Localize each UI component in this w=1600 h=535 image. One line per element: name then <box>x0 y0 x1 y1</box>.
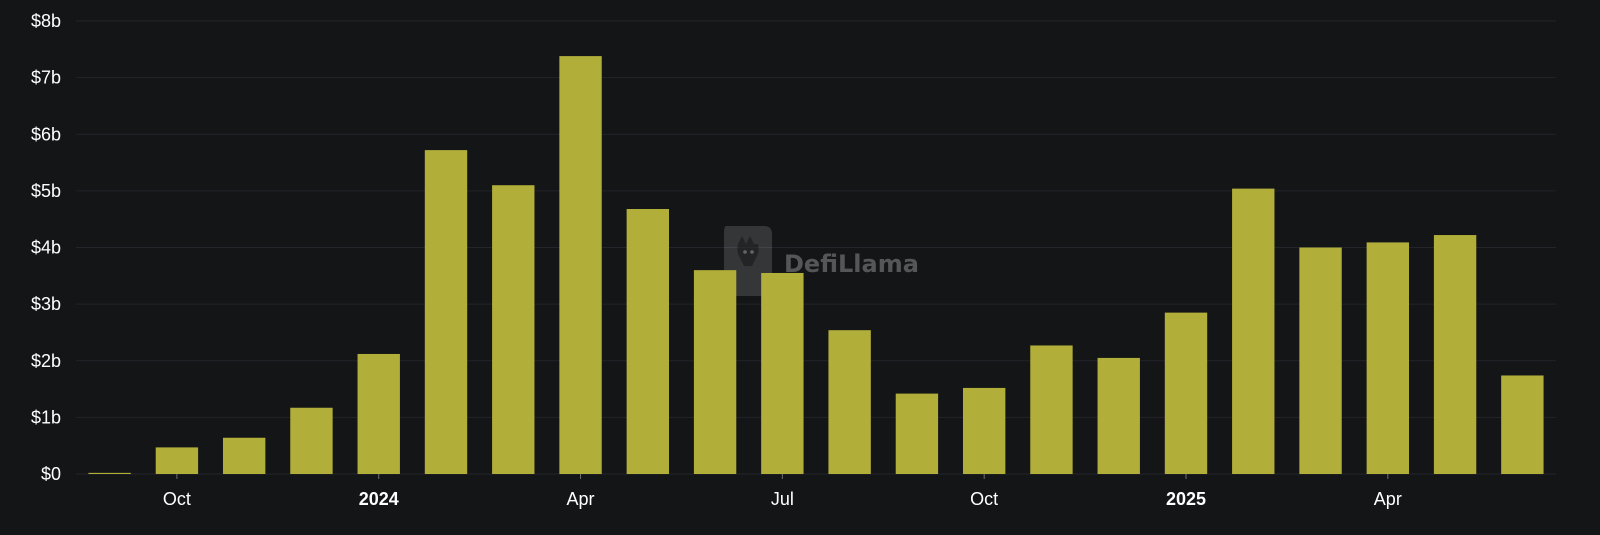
y-tick-label: $3b <box>31 294 61 314</box>
bar-2025-01[interactable] <box>1164 312 1208 474</box>
y-tick-label: $5b <box>31 181 61 201</box>
x-tick-label: Apr <box>567 489 595 509</box>
bar-2024-02[interactable] <box>424 150 468 475</box>
bar-2025-05[interactable] <box>1433 235 1477 474</box>
bar-2024-06[interactable] <box>693 270 737 474</box>
x-tick-label: Oct <box>163 489 191 509</box>
bar-2025-06[interactable] <box>1501 375 1544 474</box>
bar-2023-11[interactable] <box>222 437 266 474</box>
y-tick-label: $4b <box>31 238 61 258</box>
bar-2023-09[interactable] <box>88 472 131 474</box>
bars <box>88 56 1544 475</box>
bar-2023-10[interactable] <box>155 447 199 474</box>
x-tick-label: Apr <box>1374 489 1402 509</box>
bar-2024-07[interactable] <box>761 272 804 474</box>
bar-2023-12[interactable] <box>290 407 333 474</box>
watermark-text: DefiLlama <box>784 250 919 278</box>
bar-2024-04[interactable] <box>559 56 602 475</box>
y-tick-label: $7b <box>31 68 61 88</box>
bar-2024-03[interactable] <box>492 185 535 474</box>
bar-2025-02[interactable] <box>1232 188 1275 475</box>
bar-2025-03[interactable] <box>1299 247 1342 475</box>
x-tick-label: Jul <box>771 489 794 509</box>
bar-2024-11[interactable] <box>1030 345 1073 474</box>
x-tick-label: 2025 <box>1166 489 1206 509</box>
y-tick-label: $1b <box>31 407 61 427</box>
y-tick-label: $8b <box>31 11 61 31</box>
y-tick-label: $0 <box>41 464 61 484</box>
x-tick-label: Oct <box>970 489 998 509</box>
y-axis: $0 $1b $2b $3b $4b $5b $6b $7b $8b <box>31 11 61 484</box>
bar-2024-10[interactable] <box>962 387 1006 474</box>
x-tick-label: 2024 <box>359 489 399 509</box>
bar-2024-09[interactable] <box>895 393 939 474</box>
bar-2025-04[interactable] <box>1366 242 1410 474</box>
bar-2024-01[interactable] <box>357 353 400 474</box>
watermark: DefiLlama <box>724 226 919 296</box>
bar-2024-12[interactable] <box>1097 357 1140 474</box>
y-tick-label: $2b <box>31 351 61 371</box>
x-axis: Oct 2024 Apr Jul Oct 2025 Apr <box>163 474 1402 509</box>
y-tick-label: $6b <box>31 124 61 144</box>
bar-2024-05[interactable] <box>626 208 670 474</box>
bar-2024-08[interactable] <box>828 330 871 474</box>
